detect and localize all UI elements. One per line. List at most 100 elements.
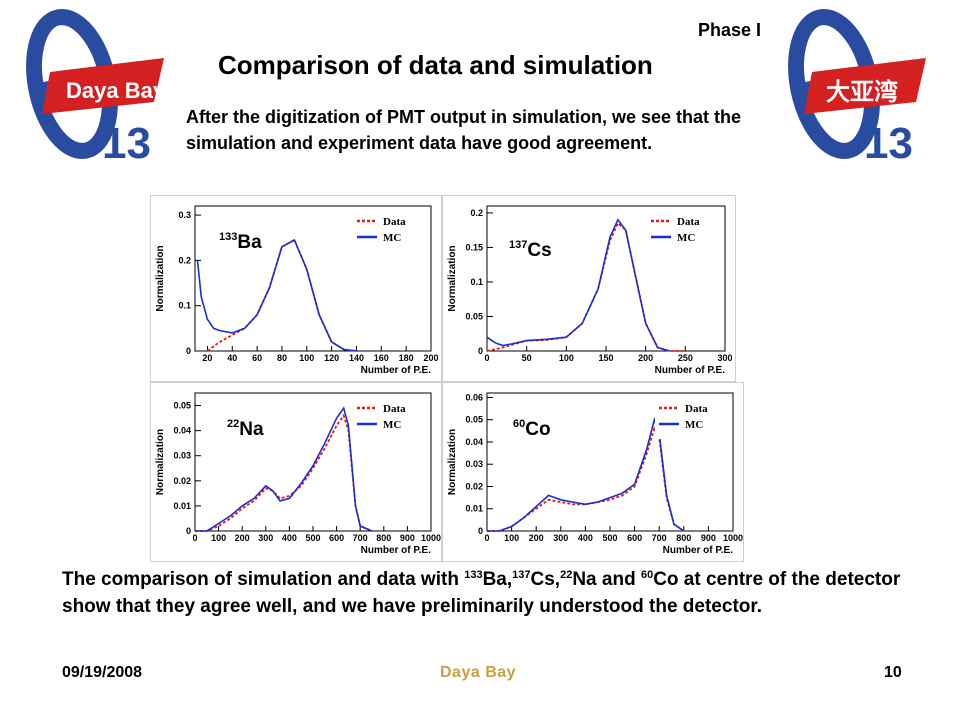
x-tick-label: 400 [578, 533, 593, 543]
x-tick-label: 0 [484, 353, 489, 363]
logo-right-number: 13 [864, 119, 913, 166]
x-axis-label: Number of P.E. [655, 365, 726, 376]
legend-box [353, 212, 425, 252]
series-line-mc [196, 238, 357, 352]
legend-label-data: Data [685, 403, 708, 415]
conclusion-text: The comparison of simulation and data wi… [62, 566, 922, 620]
y-tick-label: 0 [478, 526, 483, 536]
x-tick-label: 150 [598, 353, 613, 363]
x-tick-label: 1000 [723, 533, 743, 543]
series-line-data [195, 413, 373, 532]
y-axis-label: Normalization [447, 429, 458, 495]
y-tick-label: 0.04 [465, 437, 483, 447]
series-line-data [206, 238, 357, 352]
x-tick-label: 200 [638, 353, 653, 363]
legend-label-mc: MC [383, 232, 401, 244]
x-tick-label: 700 [353, 533, 368, 543]
y-tick-label: 0 [186, 526, 191, 536]
legend-label-data: Data [383, 216, 406, 228]
series-line-mc [195, 406, 373, 532]
y-tick-label: 0.2 [178, 255, 191, 265]
x-axis-label: Number of P.E. [361, 365, 432, 376]
y-tick-label: 0.1 [178, 301, 191, 311]
y-tick-label: 0.3 [178, 210, 191, 220]
legend-label-data: Data [383, 403, 406, 415]
chart-ba133: 20 40 60 80 100 120 140 160 180 200 0 0.1 0.2 0.3 Numb… [155, 205, 439, 376]
y-tick-label: 0.1 [470, 277, 483, 287]
y-axis-label: Normalization [155, 245, 166, 311]
x-tick-label: 300 [553, 533, 568, 543]
y-tick-label: 0.2 [470, 208, 483, 218]
x-tick-label: 0 [484, 533, 489, 543]
x-tick-label: 50 [522, 353, 532, 363]
logo-right-text: 大亚湾 [826, 78, 898, 106]
y-tick-label: 0.05 [173, 401, 191, 411]
daya-bay-logo-left: Daya Bay 13 [4, 6, 194, 168]
y-tick-label: 0.03 [465, 459, 483, 469]
x-tick-label: 100 [559, 353, 574, 363]
isotope-label-cs137: 137Cs [509, 240, 552, 262]
x-tick-label: 800 [376, 533, 391, 543]
y-tick-label: 0.05 [465, 415, 483, 425]
isotope-label-co60: 60Co [513, 419, 551, 441]
isotope-symbol-na22: Na [239, 419, 264, 440]
x-tick-label: 1000 [421, 533, 441, 543]
isotope-mass-co60: 60 [513, 418, 526, 430]
isotope-label-ba133: 133Ba [219, 232, 262, 254]
page-number: 10 [884, 664, 902, 681]
x-tick-label: 900 [400, 533, 415, 543]
chart-panel-co60: 0 100 200 300 400 500 600 700 800 900 1000 0 0.01 0.0… [442, 382, 744, 562]
x-tick-label: 600 [329, 533, 344, 543]
theta13-logo-left-graphic: Daya Bay 13 [26, 9, 166, 168]
x-tick-label: 600 [627, 533, 642, 543]
x-tick-label: 200 [235, 533, 250, 543]
y-tick-label: 0.02 [465, 481, 483, 491]
y-tick-label: 0.05 [465, 311, 483, 321]
x-tick-label: 100 [211, 533, 226, 543]
y-tick-label: 0.01 [173, 501, 191, 511]
page-title: Comparison of data and simulation [218, 50, 653, 80]
isotope-symbol-ba133: Ba [237, 232, 262, 253]
daya-bay-logo-right: 大亚湾 13 [766, 6, 956, 168]
y-tick-label: 0.02 [173, 476, 191, 486]
isotope-symbol-co60: Co [525, 419, 551, 440]
x-tick-label: 180 [399, 353, 414, 363]
x-tick-label: 40 [227, 353, 237, 363]
isotope-symbol-cs137: Cs [527, 240, 552, 261]
y-tick-label: 0.06 [465, 392, 483, 402]
x-tick-label: 160 [374, 353, 389, 363]
y-tick-label: 0.01 [465, 504, 483, 514]
x-tick-label: 700 [652, 533, 667, 543]
footer-center: Daya Bay [440, 664, 517, 681]
legend-box [353, 399, 425, 439]
intro-text: After the digitization of PMT output in … [186, 107, 741, 153]
conclusion-sup-2: 137 [512, 569, 531, 581]
x-tick-label: 140 [349, 353, 364, 363]
x-tick-label: 300 [717, 353, 732, 363]
chart-panel-cs137: 0 50 100 150 200 250 300 0 0.05 0.1 0.15 0.2 Number … [442, 195, 736, 382]
x-tick-label: 100 [299, 353, 314, 363]
x-tick-label: 0 [192, 533, 197, 543]
y-axis-label: Normalization [447, 245, 458, 311]
chart-co60: 0 100 200 300 400 500 600 700 800 900 1000 0 0.01 0.0… [447, 392, 743, 556]
conclusion-sup-4: 60 [640, 569, 654, 581]
phase-label: Phase I [698, 20, 762, 40]
x-tick-label: 250 [678, 353, 693, 363]
conclusion-part-4: Co at centre of the detector show that t… [62, 569, 901, 617]
y-axis-label: Normalization [155, 429, 166, 495]
isotope-mass-na22: 22 [227, 418, 240, 430]
x-tick-label: 500 [602, 533, 617, 543]
legend-box [655, 399, 727, 439]
legend-box [647, 212, 719, 252]
x-tick-label: 900 [701, 533, 716, 543]
y-tick-label: 0.04 [173, 426, 191, 436]
x-tick-label: 400 [282, 533, 297, 543]
theta13-logo-right-graphic: 大亚湾 13 [788, 9, 926, 168]
conclusion-part-3: Na and [572, 569, 641, 590]
conclusion-pre: The comparison of simulation and data wi… [62, 569, 465, 590]
logo-left-number: 13 [102, 119, 151, 166]
isotope-mass-cs137: 137 [509, 239, 528, 251]
series-line-data [487, 426, 685, 532]
chart-panel-ba133: 20 40 60 80 100 120 140 160 180 200 0 0.1 0.2 0.3 Numb… [150, 195, 442, 382]
x-tick-label: 120 [324, 353, 339, 363]
